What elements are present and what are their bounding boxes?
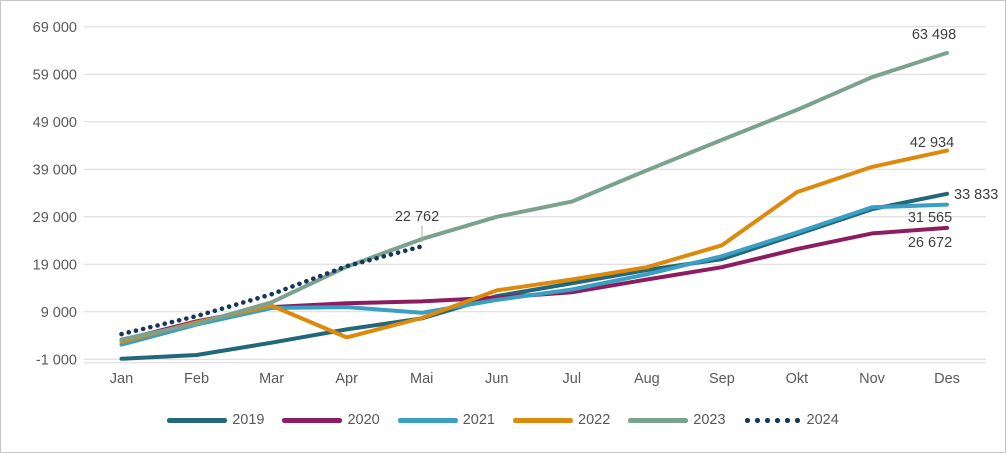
legend-swatch-2020 bbox=[282, 418, 343, 423]
series-line-2024[interactable] bbox=[119, 244, 425, 337]
data-label-2020: 26 672 bbox=[908, 235, 952, 251]
x-axis-tick-label: Aug bbox=[634, 371, 660, 387]
legend-swatch-2021 bbox=[397, 418, 458, 423]
data-label-2023: 63 498 bbox=[912, 27, 956, 43]
y-axis-tick-label: 59 000 bbox=[33, 67, 77, 83]
series-line-2019[interactable] bbox=[119, 191, 949, 361]
legend-item-2020[interactable]: 2020 bbox=[282, 412, 380, 428]
legend-label-2019: 2019 bbox=[232, 412, 265, 428]
data-labels: 33 833 26 672 31 565 42 934 63 498 22 762 bbox=[395, 27, 999, 251]
legend-item-2023[interactable]: 2023 bbox=[628, 412, 726, 428]
data-label-2024: 22 762 bbox=[395, 209, 439, 225]
series-line-2021[interactable] bbox=[119, 202, 949, 347]
gridlines bbox=[84, 26, 986, 364]
x-axis-tick-label: Feb bbox=[184, 371, 209, 387]
legend-item-2021[interactable]: 2021 bbox=[397, 412, 495, 428]
x-axis-tick-label: Mar bbox=[259, 371, 284, 387]
y-axis-tick-labels: 69 000 59 000 49 000 39 000 29 000 19 000 9 00… bbox=[33, 20, 77, 368]
series-line-2022[interactable] bbox=[119, 148, 949, 344]
y-axis-tick-label: 69 000 bbox=[33, 20, 77, 36]
y-axis-tick-label: 49 000 bbox=[33, 115, 77, 131]
x-axis-tick-label: Nov bbox=[859, 371, 886, 387]
x-axis-tick-label: Apr bbox=[335, 371, 358, 387]
legend-label-2020: 2020 bbox=[347, 412, 380, 428]
data-label-2019: 33 833 bbox=[954, 187, 998, 203]
x-axis-tick-label: Mai bbox=[410, 371, 433, 387]
series-line-2023[interactable] bbox=[119, 50, 949, 342]
series-lines bbox=[119, 50, 949, 361]
legend-label-2024: 2024 bbox=[806, 412, 839, 428]
x-axis-tick-label: Sep bbox=[709, 371, 735, 387]
legend-label-2022: 2022 bbox=[578, 412, 611, 428]
y-axis-tick-label: 29 000 bbox=[33, 210, 77, 226]
y-axis-tick-label: 9 000 bbox=[41, 305, 77, 321]
x-axis-tick-label: Des bbox=[934, 371, 960, 387]
legend-label-2021: 2021 bbox=[462, 412, 495, 428]
legend-item-2024[interactable]: 2024 bbox=[744, 413, 839, 428]
x-axis-tick-labels: Jan Feb Mar Apr Mai Jun Jul Aug Sep Okt Nov Des bbox=[110, 371, 960, 387]
x-axis-tick-label: Jan bbox=[110, 371, 133, 387]
y-axis-tick-label: -1 000 bbox=[36, 352, 77, 368]
legend-item-2019[interactable]: 2019 bbox=[167, 413, 264, 428]
legend-swatch-2019 bbox=[167, 418, 228, 423]
data-label-2022: 42 934 bbox=[910, 135, 954, 151]
legend-swatch-2022 bbox=[513, 418, 573, 423]
data-label-2021: 31 565 bbox=[908, 210, 952, 226]
y-axis-tick-label: 39 000 bbox=[33, 162, 77, 178]
x-axis-tick-label: Okt bbox=[786, 371, 809, 387]
legend-swatch-2023 bbox=[628, 418, 689, 423]
y-axis-tick-label: 19 000 bbox=[33, 257, 77, 273]
legend-label-2023: 2023 bbox=[693, 412, 726, 428]
line-chart-plot-area[interactable]: 69 000 59 000 49 000 39 000 29 000 19 000 9 00… bbox=[1, 1, 1006, 409]
x-axis-tick-label: Jun bbox=[485, 371, 508, 387]
x-axis-tick-label: Jul bbox=[563, 371, 582, 387]
legend-swatch-2024-dotted bbox=[744, 417, 802, 423]
legend-item-2022[interactable]: 2022 bbox=[513, 413, 610, 428]
legend: 2019 2020 2021 2022 2023 2024 bbox=[1, 413, 1005, 428]
